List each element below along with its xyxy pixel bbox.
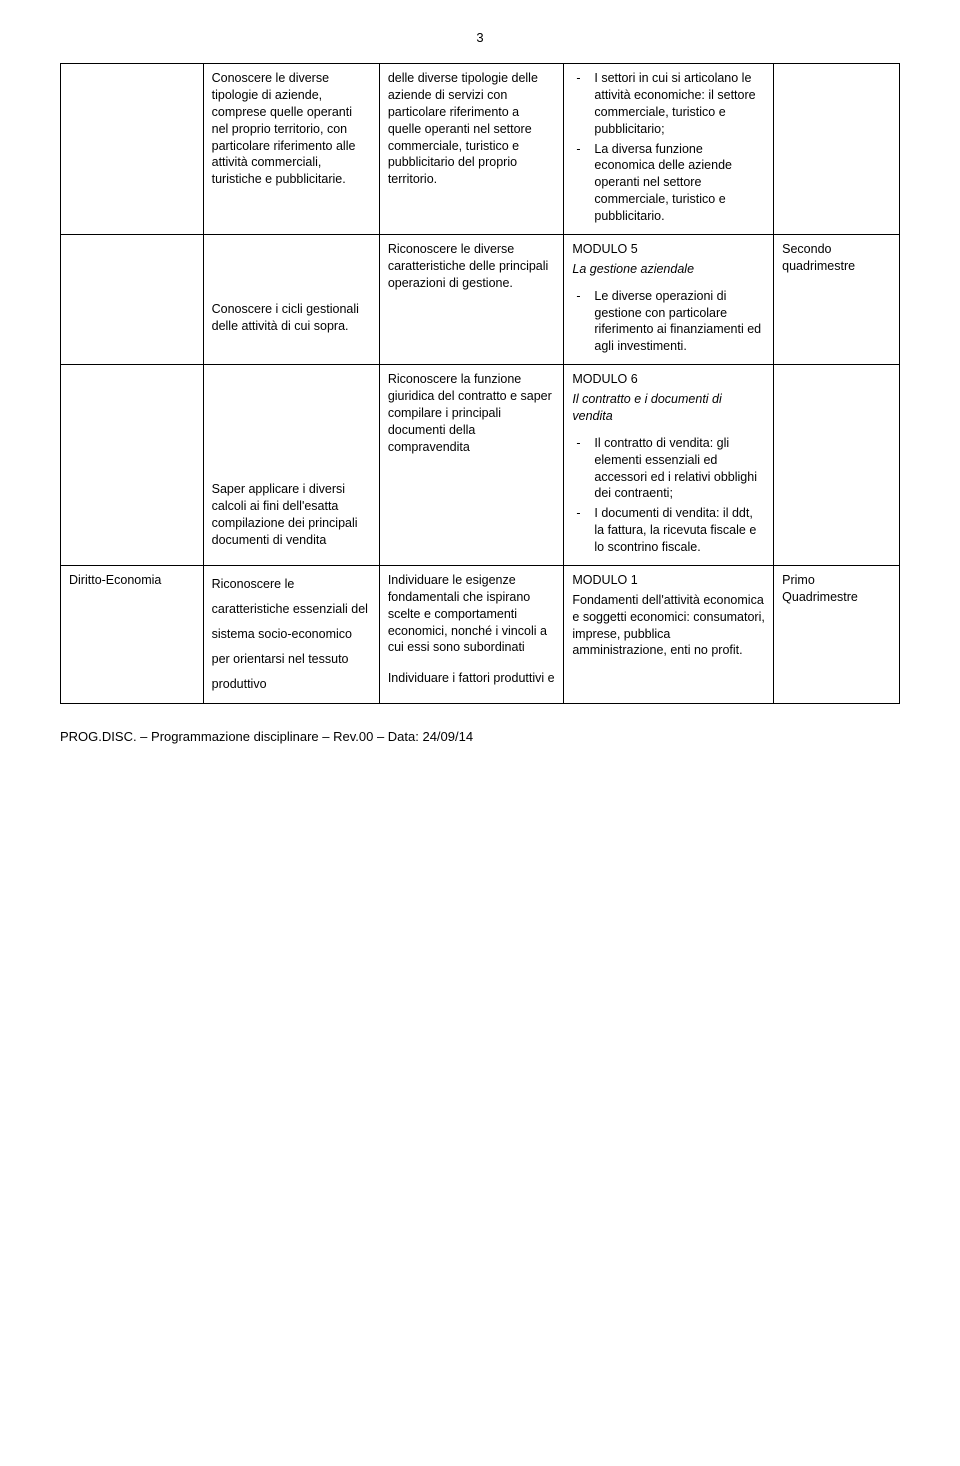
cell-text-2: Individuare i fattori produttivi e [388, 671, 555, 685]
table-row: Saper applicare i diversi calcoli ai fin… [61, 365, 900, 566]
table-row: Conoscere i cicli gestionali delle attiv… [61, 234, 900, 364]
bullet-list: Il contratto di vendita: gli elementi es… [572, 435, 765, 556]
cell-col-c: Riconoscere le diverse caratteristiche d… [379, 234, 564, 364]
cell-col-d: MODULO 1 Fondamenti dell'attività econom… [564, 565, 774, 703]
cell-col-b: Riconoscere le caratteristiche essenzial… [203, 565, 379, 703]
cell-col-c: delle diverse tipologie delle aziende di… [379, 64, 564, 235]
cell-col-d: MODULO 5 La gestione aziendale Le divers… [564, 234, 774, 364]
cell-col-a [61, 64, 204, 235]
cell-col-a [61, 234, 204, 364]
cell-col-e [774, 64, 900, 235]
cell-col-e [774, 365, 900, 566]
cell-col-b: Conoscere le diverse tipologie di aziend… [203, 64, 379, 235]
bullet-list: I settori in cui si articolano le attivi… [572, 70, 765, 225]
module-text: Fondamenti dell'attività economica e sog… [572, 592, 765, 660]
module-subtitle: Il contratto e i documenti di vendita [572, 391, 765, 425]
cell-col-c: Riconoscere la funzione giuridica del co… [379, 365, 564, 566]
bullet-list: Le diverse operazioni di gestione con pa… [572, 288, 765, 356]
cell-col-a [61, 365, 204, 566]
table-row: Diritto-Economia Riconoscere le caratter… [61, 565, 900, 703]
module-label: MODULO 5 [572, 241, 765, 258]
list-item: La diversa funzione economica delle azie… [590, 141, 765, 225]
cell-text: Conoscere i cicli gestionali delle attiv… [212, 301, 371, 335]
list-item: I documenti di vendita: il ddt, la fattu… [590, 505, 765, 556]
cell-col-e: Secondo quadrimestre [774, 234, 900, 364]
cell-text: Saper applicare i diversi calcoli ai fin… [212, 481, 371, 549]
cell-col-c: Individuare le esigenze fondamentali che… [379, 565, 564, 703]
cell-col-d: I settori in cui si articolano le attivi… [564, 64, 774, 235]
cell-col-e: Primo Quadrimestre [774, 565, 900, 703]
page-footer: PROG.DISC. – Programmazione disciplinare… [60, 729, 900, 744]
module-label: MODULO 1 [572, 572, 765, 589]
cell-col-b: Conoscere i cicli gestionali delle attiv… [203, 234, 379, 364]
page-number: 3 [60, 30, 900, 45]
cell-col-b: Saper applicare i diversi calcoli ai fin… [203, 365, 379, 566]
module-subtitle: La gestione aziendale [572, 261, 765, 278]
cell-text-1: Individuare le esigenze fondamentali che… [388, 573, 547, 655]
content-table: Conoscere le diverse tipologie di aziend… [60, 63, 900, 704]
module-label: MODULO 6 [572, 371, 765, 388]
cell-col-d: MODULO 6 Il contratto e i documenti di v… [564, 365, 774, 566]
cell-text: Riconoscere le caratteristiche essenzial… [212, 572, 371, 697]
list-item: I settori in cui si articolano le attivi… [590, 70, 765, 138]
cell-col-a: Diritto-Economia [61, 565, 204, 703]
list-item: Il contratto di vendita: gli elementi es… [590, 435, 765, 503]
list-item: Le diverse operazioni di gestione con pa… [590, 288, 765, 356]
table-row: Conoscere le diverse tipologie di aziend… [61, 64, 900, 235]
